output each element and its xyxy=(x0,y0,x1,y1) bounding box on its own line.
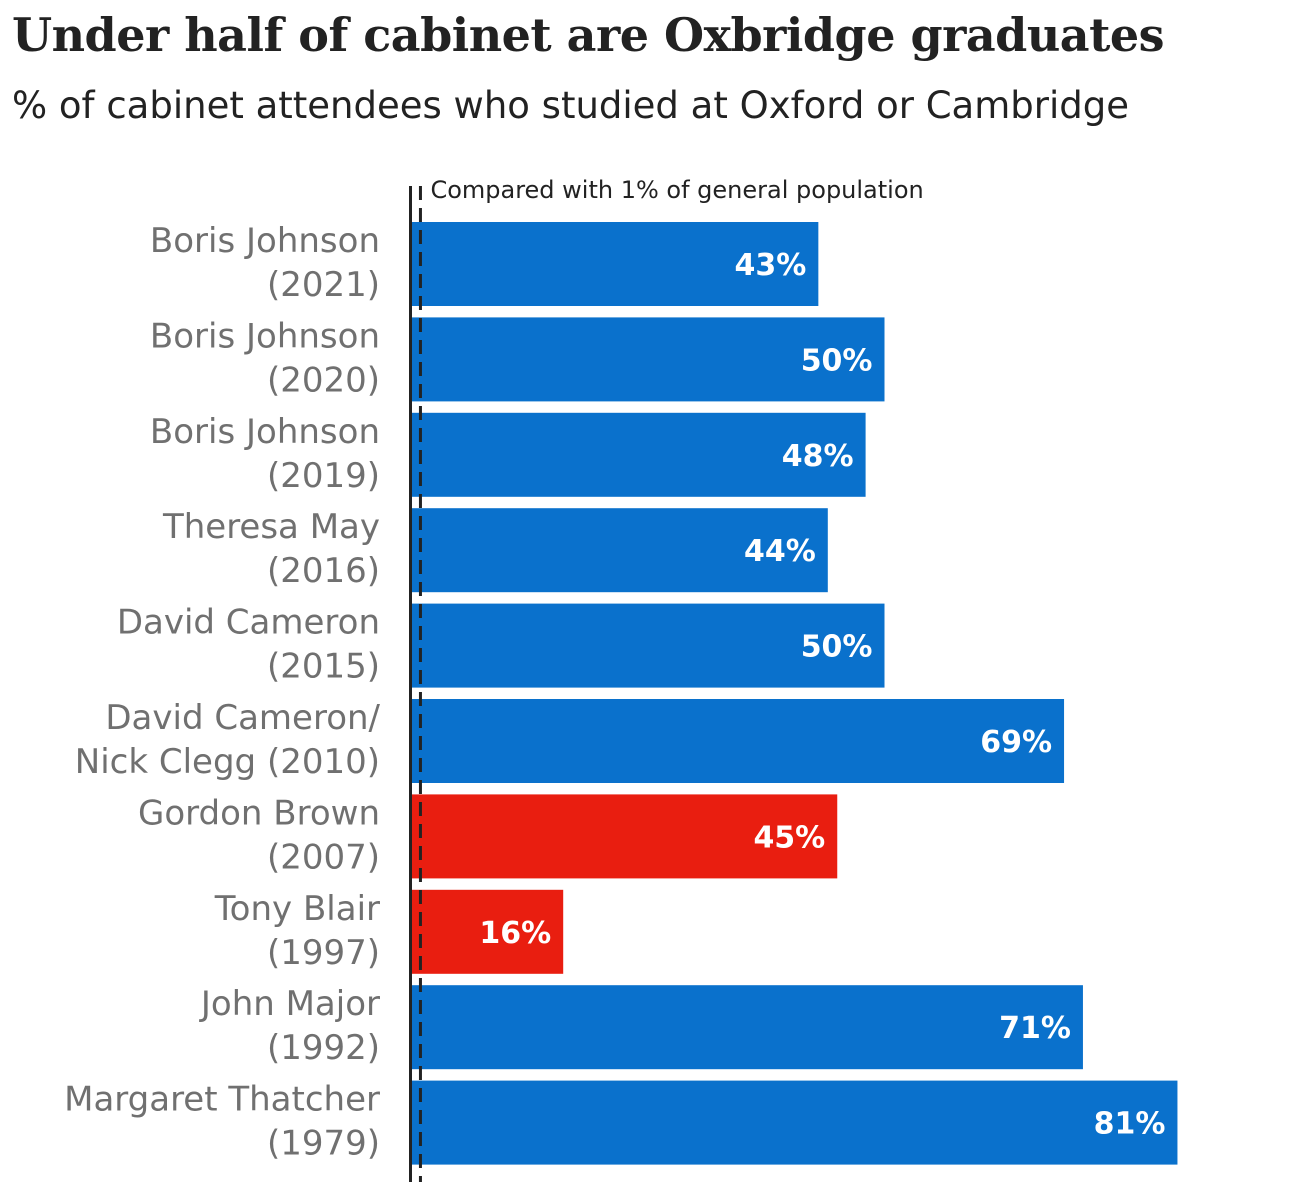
category-label-4-line-0: David Cameron xyxy=(117,603,380,643)
bar-6 xyxy=(412,794,838,879)
bar-4 xyxy=(412,603,885,688)
bar-value-label-9: 81% xyxy=(1094,1107,1166,1142)
chart-subtitle: % of cabinet attendees who studied at Ox… xyxy=(12,84,1129,127)
category-label-3-line-0: Theresa May xyxy=(162,507,380,547)
category-label-7-line-0: Tony Blair xyxy=(214,889,380,929)
bar-value-label-6: 45% xyxy=(753,820,825,855)
category-label-9-line-1: (1979) xyxy=(267,1124,380,1164)
category-label-7-line-1: (1997) xyxy=(267,933,380,973)
category-label-2-line-0: Boris Johnson xyxy=(150,412,380,452)
category-label-1-line-1: (2020) xyxy=(267,360,380,400)
bar-value-label-0: 43% xyxy=(735,248,807,283)
category-label-1-line-0: Boris Johnson xyxy=(150,316,380,356)
bar-value-label-5: 69% xyxy=(980,725,1052,760)
bar-value-label-2: 48% xyxy=(782,439,854,474)
bar-5 xyxy=(412,699,1065,783)
bar-9 xyxy=(412,1080,1178,1165)
category-label-4-line-1: (2015) xyxy=(267,647,380,687)
category-label-0-line-1: (2021) xyxy=(267,265,380,305)
bar-3 xyxy=(412,508,828,593)
category-label-8-line-1: (1992) xyxy=(267,1028,380,1068)
category-label-8-line-0: John Major xyxy=(199,984,380,1024)
category-label-5-line-0: David Cameron/ xyxy=(105,698,380,738)
bar-2 xyxy=(412,412,866,497)
reference-line-label: Compared with 1% of general population xyxy=(430,176,923,204)
bar-value-label-3: 44% xyxy=(744,534,816,569)
bar-value-label-1: 50% xyxy=(801,343,873,378)
category-label-0-line-0: Boris Johnson xyxy=(150,221,380,261)
bar-8 xyxy=(412,985,1083,1070)
bar-value-label-4: 50% xyxy=(801,630,873,665)
category-label-2-line-1: (2019) xyxy=(267,456,380,496)
category-label-6-line-1: (2007) xyxy=(267,837,380,877)
category-label-3-line-1: (2016) xyxy=(267,551,380,591)
chart-title: Under half of cabinet are Oxbridge gradu… xyxy=(12,8,1165,62)
category-label-6-line-0: Gordon Brown xyxy=(138,793,380,833)
category-label-5-line-1: Nick Clegg (2010) xyxy=(75,742,380,782)
bar-0 xyxy=(412,222,819,306)
bar-value-label-7: 16% xyxy=(479,916,551,951)
bar-value-label-8: 71% xyxy=(999,1011,1071,1046)
category-label-9-line-0: Margaret Thatcher xyxy=(64,1080,380,1120)
category-labels-group: Boris Johnson(2021)Boris Johnson(2020)Bo… xyxy=(64,221,380,1164)
bar-1 xyxy=(412,317,885,402)
bar-7 xyxy=(412,889,564,974)
bars-group: 43% 50% 48% 44% 50% 69% 45% 16% 71% 81% xyxy=(412,222,1178,1165)
